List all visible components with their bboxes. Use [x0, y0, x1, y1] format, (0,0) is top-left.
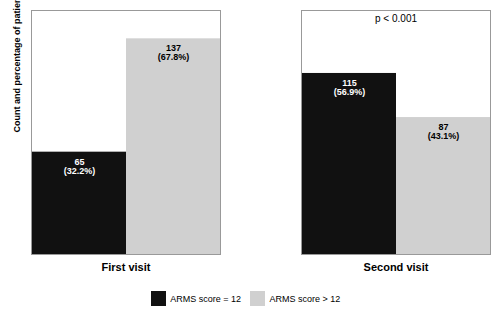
- svg-text:First visit: First visit: [102, 261, 151, 273]
- svg-text:65(32.2%): 65(32.2%): [64, 157, 96, 176]
- html-text:ARMS score > 12: ARMS score > 12: [269, 293, 341, 304]
- html-text:ARMS score = 12: ARMS score = 12: [170, 293, 241, 304]
- svg-text:p < 0.001: p < 0.001: [375, 13, 417, 24]
- svg-text:87(43.1%): 87(43.1%): [428, 122, 460, 141]
- svg-text:Second visit: Second visit: [364, 261, 429, 273]
- svg-text:137(67.8%): 137(67.8%): [158, 43, 190, 62]
- svg-text:Count and percentage of patien: Count and percentage of patients: [12, 0, 22, 133]
- svg-text:115(56.9%): 115(56.9%): [334, 78, 366, 97]
